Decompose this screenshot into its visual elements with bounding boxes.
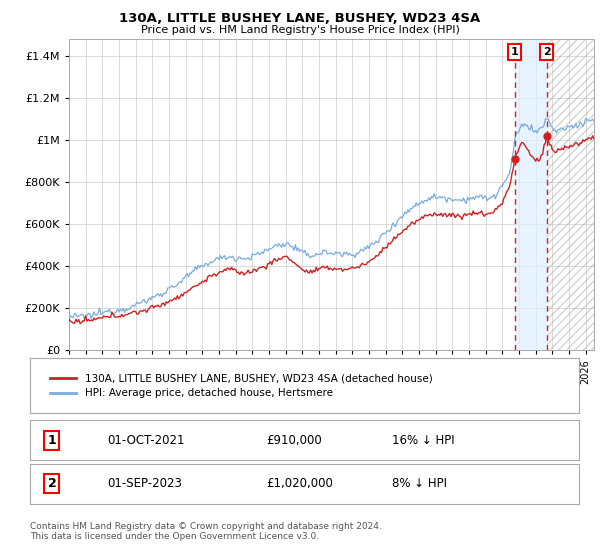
Bar <box>515 39 547 350</box>
Text: Price paid vs. HM Land Registry's House Price Index (HPI): Price paid vs. HM Land Registry's House … <box>140 25 460 35</box>
Text: 16% ↓ HPI: 16% ↓ HPI <box>392 433 455 447</box>
Text: £1,020,000: £1,020,000 <box>266 477 333 491</box>
Text: 130A, LITTLE BUSHEY LANE, BUSHEY, WD23 4SA: 130A, LITTLE BUSHEY LANE, BUSHEY, WD23 4… <box>119 12 481 25</box>
Bar <box>547 39 594 350</box>
Bar <box>547 39 594 350</box>
Text: 2: 2 <box>543 47 551 57</box>
Text: £910,000: £910,000 <box>266 433 322 447</box>
Text: 8% ↓ HPI: 8% ↓ HPI <box>392 477 448 491</box>
Text: 1: 1 <box>47 433 56 447</box>
Text: Contains HM Land Registry data © Crown copyright and database right 2024.
This d: Contains HM Land Registry data © Crown c… <box>30 522 382 542</box>
Text: 2: 2 <box>47 477 56 491</box>
Text: 01-OCT-2021: 01-OCT-2021 <box>107 433 184 447</box>
Text: 1: 1 <box>511 47 519 57</box>
Text: 01-SEP-2023: 01-SEP-2023 <box>107 477 182 491</box>
Legend: 130A, LITTLE BUSHEY LANE, BUSHEY, WD23 4SA (detached house), HPI: Average price,: 130A, LITTLE BUSHEY LANE, BUSHEY, WD23 4… <box>46 369 437 403</box>
